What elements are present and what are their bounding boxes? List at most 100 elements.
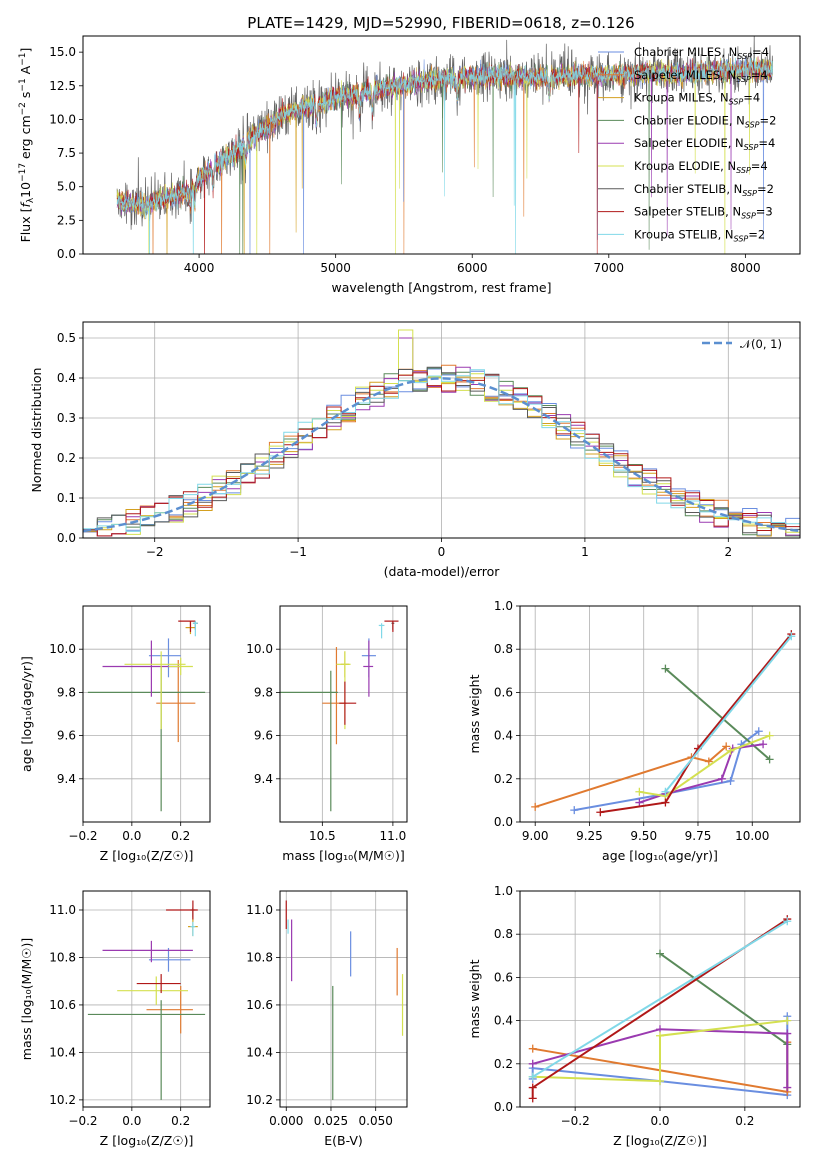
legend-nssp: =4 (752, 45, 769, 59)
legend-entry: Kroupa MILES, NSSP=4 (634, 91, 760, 107)
plot-area-mass-vs-Z (87, 900, 206, 1100)
y-tick-label: 0.3 (57, 411, 76, 425)
plot-area-age-vs-Z (87, 620, 206, 812)
axes-frame (82, 890, 211, 1108)
y-tick-label: 0.4 (494, 1014, 513, 1028)
legend-sub: SSP (736, 166, 751, 175)
y-tick-label: 10.2 (49, 1093, 76, 1107)
plot-area-mass-vs-ebv (285, 900, 404, 1100)
weight-marker (661, 787, 670, 796)
plot-area-residuals (83, 329, 800, 538)
legend-sub: SSP (729, 98, 744, 107)
y-tick-label: 9.4 (57, 772, 76, 786)
weight-marker (661, 798, 670, 807)
weight-marker (783, 1083, 792, 1092)
x-tick-label: 9.50 (630, 829, 657, 843)
weight-marker (726, 746, 735, 755)
x-tick-label: 0 (438, 545, 446, 559)
plot-layer: 4000 5000 6000 7000 80000.02.55.07.510.012.5… (18, 35, 801, 1148)
weight-marker (759, 740, 768, 749)
axes-frame (279, 890, 408, 1108)
legend-name: Chabrier MILES, N (634, 45, 737, 59)
x-axis-label: Z [log₁₀(Z/Z☉)] (100, 848, 194, 863)
y-tick-label: 0.5 (57, 331, 76, 345)
plot-area-weight-vs-age (531, 630, 796, 817)
y-axis-label: Normed distribution (29, 368, 44, 493)
y-tick-label: 10.8 (49, 950, 76, 964)
legend-entry: Chabrier MILES, NSSP=4 (634, 45, 769, 61)
y-axis-label-part: −17 (18, 163, 28, 182)
y-tick-label: 2.5 (57, 213, 76, 227)
x-axis-label: wavelength [Angstrom, rest frame] (331, 280, 551, 295)
x-axis-label: (data-model)/error (384, 564, 501, 579)
weight-line-chabrier-elodie (664, 667, 771, 761)
y-tick-label: 0.0 (494, 815, 513, 829)
y-tick-label: 5.0 (57, 180, 76, 194)
legend-name: Salpeter STELIB, N (634, 205, 741, 219)
weight-marker (570, 806, 579, 815)
legend-name: Salpeter MILES, N (634, 68, 736, 82)
x-tick-label: 0.2 (171, 829, 190, 843)
x-tick-label: 5000 (320, 261, 351, 275)
y-tick-label: 10.0 (246, 642, 273, 656)
x-tick-label: 1 (581, 545, 589, 559)
x-tick-label: 6000 (457, 261, 488, 275)
legend-name: Salpeter ELODIE, N (634, 136, 744, 150)
legend-entry: Chabrier ELODIE, NSSP=2 (634, 113, 776, 129)
legend-gaussian: 𝒩(0, 1) (740, 337, 782, 351)
y-tick-label: 1.0 (494, 599, 513, 613)
y-tick-label: 0.0 (494, 1100, 513, 1114)
y-tick-label: 0.2 (57, 451, 76, 465)
y-tick-label: 9.4 (254, 772, 273, 786)
weight-line-kroupa-stelib (532, 920, 788, 1078)
y-tick-label: 0.8 (494, 642, 513, 656)
y-axis-label-part: f (18, 202, 33, 208)
y-tick-label: 10.4 (246, 1045, 273, 1059)
legend-entry: Salpeter MILES, NSSP=4 (634, 68, 768, 84)
x-tick-label: 10.00 (735, 829, 769, 843)
weight-marker (722, 742, 731, 751)
x-tick-label: 9.75 (685, 829, 712, 843)
y-tick-label: 0.1 (57, 491, 76, 505)
weight-line-chabrier-elodie (659, 952, 788, 1046)
axes-frame (279, 605, 408, 823)
y-tick-label: 9.6 (254, 729, 273, 743)
weight-marker (528, 1072, 537, 1081)
y-axis-label: mass weight (467, 674, 482, 753)
weight-marker (717, 774, 726, 783)
x-tick-label: 10.5 (309, 829, 336, 843)
y-tick-label: 11.0 (49, 903, 76, 917)
legend-sub: SSP (741, 212, 756, 221)
y-tick-label: 7.5 (57, 146, 76, 160)
y-tick-label: 10.8 (246, 950, 273, 964)
x-tick-label: −0.2 (561, 1114, 590, 1128)
y-axis-label: age [log₁₀(age/yr)] (19, 656, 34, 772)
x-tick-label: −0.2 (68, 1114, 97, 1128)
legend-name: Kroupa STELIB, N (634, 227, 734, 241)
weight-marker (531, 802, 540, 811)
legend-sub: SSP (742, 189, 757, 198)
legend-nssp: =3 (756, 205, 773, 219)
y-tick-label: 0.6 (494, 970, 513, 984)
x-tick-label: 11.0 (380, 829, 407, 843)
y-tick-label: 0.0 (57, 531, 76, 545)
x-tick-label: 2 (724, 545, 732, 559)
weight-line-kroupa-stelib (664, 635, 793, 793)
legend-nssp: =2 (760, 113, 777, 127)
weight-marker (787, 632, 796, 641)
y-axis-label-part: erg cm (18, 115, 33, 163)
weight-line-salpeter-miles (534, 745, 727, 808)
axes-frame (519, 605, 801, 823)
weight-marker (528, 1094, 537, 1103)
x-tick-label: 8000 (730, 261, 761, 275)
y-tick-label: 10.6 (49, 998, 76, 1012)
weight-line-salpeter-stelib (600, 633, 793, 814)
y-axis-label: mass [log₁₀(M/M☉)] (19, 938, 34, 1060)
weight-line-kroupa-elodie (639, 734, 770, 798)
y-axis-label-part: −1 (18, 78, 28, 91)
y-axis-label-part: λ (26, 197, 36, 203)
legend-entry: Salpeter ELODIE, NSSP=4 (634, 136, 775, 152)
plot-area-weight-vs-Z (528, 915, 792, 1103)
y-axis-label-part: Flux [ (18, 208, 33, 243)
legend-nssp: =2 (748, 227, 765, 241)
